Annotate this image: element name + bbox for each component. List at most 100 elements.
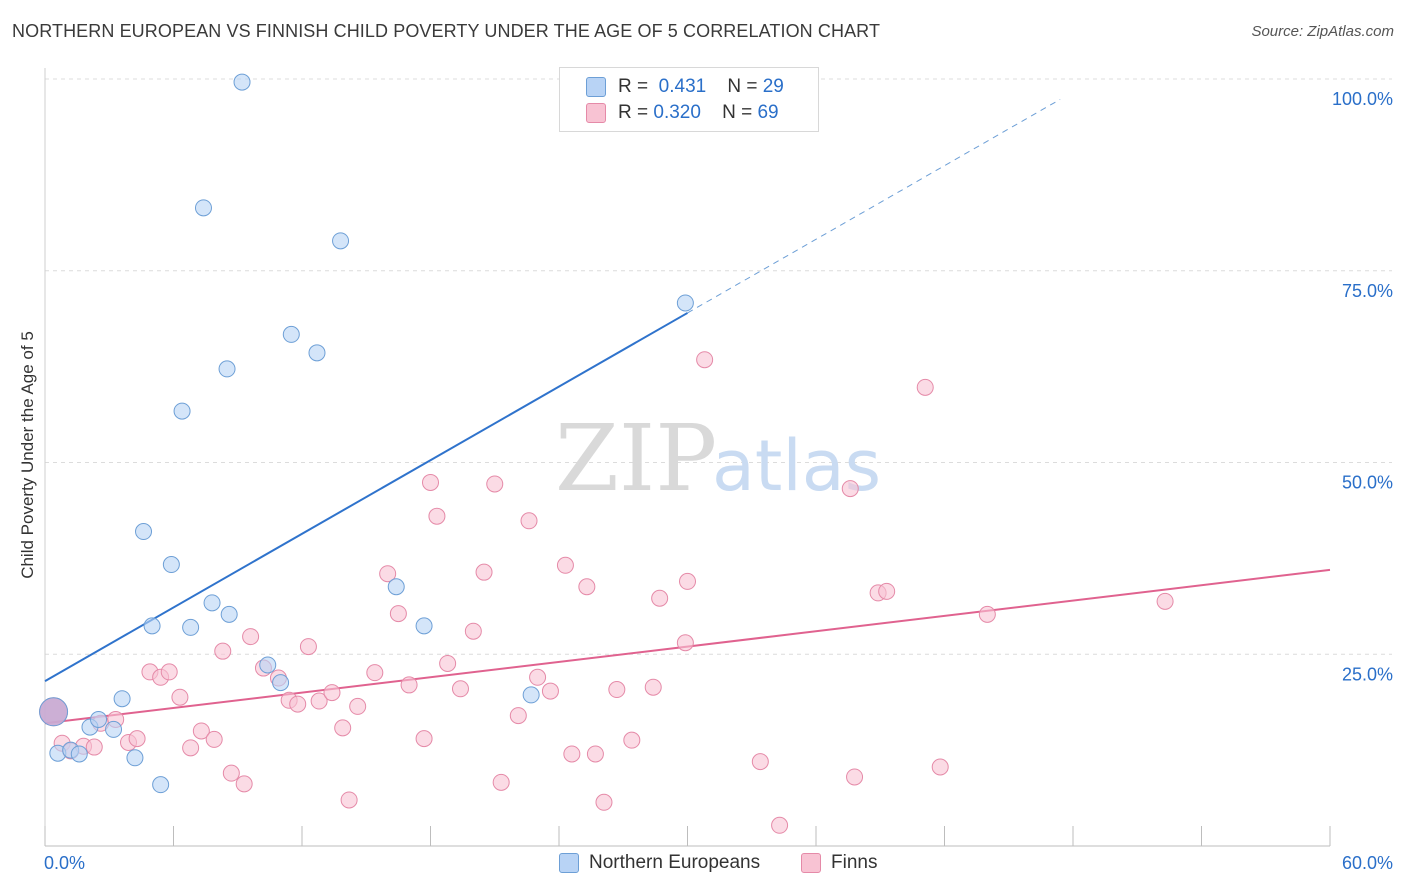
x-tick-label: 60.0% (1342, 853, 1393, 873)
point-finns (676, 634, 694, 652)
point-finns (586, 745, 604, 763)
point-northern-europeans (90, 710, 108, 728)
point-finns (415, 730, 433, 748)
point-finns (751, 753, 769, 771)
source-credit: Source: ZipAtlas.com (1251, 23, 1394, 40)
correlation-legend: R = 0.431 N = 29 R = 0.320 N = 69 (559, 67, 819, 132)
point-finns (366, 664, 384, 682)
point-finns (916, 378, 934, 396)
point-northern-europeans (332, 232, 350, 250)
point-finns (556, 556, 574, 574)
point-finns (486, 475, 504, 493)
point-finns (222, 764, 240, 782)
point-finns (128, 730, 146, 748)
point-finns (623, 731, 641, 749)
point-finns (182, 739, 200, 757)
point-finns (428, 507, 446, 525)
point-northern-europeans (70, 745, 88, 763)
point-finns (771, 816, 789, 834)
point-northern-europeans (135, 523, 153, 541)
point-northern-europeans (220, 605, 238, 623)
point-finns (563, 745, 581, 763)
point-finns (578, 578, 596, 596)
point-finns (520, 512, 538, 530)
y-tick-label: 25.0% (1342, 664, 1393, 684)
point-finns (475, 563, 493, 581)
point-northern-europeans (676, 294, 694, 312)
point-northern-europeans (105, 720, 123, 738)
point-finns (323, 684, 341, 702)
point-finns (492, 773, 510, 791)
legend-n-label: N = (727, 76, 758, 97)
point-finns (340, 791, 358, 809)
point-finns (878, 582, 896, 600)
x-tick-label: 0.0% (44, 853, 85, 873)
point-northern-europeans (126, 749, 144, 767)
legend-row-finns: R = 0.320 N = 69 (586, 100, 779, 126)
point-finns (464, 622, 482, 640)
y-tick-label: 100.0% (1332, 89, 1393, 109)
series-swatch-blue (559, 853, 579, 873)
series-name: Northern Europeans (589, 852, 761, 873)
point-finns (192, 722, 210, 740)
point-northern-europeans (218, 360, 236, 378)
point-finns (541, 682, 559, 700)
point-finns (608, 681, 626, 699)
point-finns (651, 589, 669, 607)
point-northern-europeans (282, 325, 300, 343)
point-finns (978, 605, 996, 623)
legend-swatch-blue (586, 77, 606, 97)
point-northern-europeans (194, 199, 212, 217)
point-northern-europeans (113, 690, 131, 708)
point-finns (931, 758, 949, 776)
legend-r-value: 0.320 (653, 102, 701, 123)
legend-n-value: 69 (757, 102, 779, 123)
point-northern-europeans (308, 344, 326, 362)
point-finns (242, 628, 260, 646)
point-northern-europeans (387, 578, 405, 596)
point-finns (644, 678, 662, 696)
point-northern-europeans (415, 617, 433, 635)
point-finns (841, 480, 859, 498)
point-finns (451, 680, 469, 698)
point-finns (205, 730, 223, 748)
point-northern-europeans (522, 686, 540, 704)
point-finns (529, 668, 547, 686)
point-northern-europeans (152, 776, 170, 794)
point-finns (334, 719, 352, 737)
legend-r-label: R = (618, 102, 649, 123)
point-finns (160, 663, 178, 681)
legend-swatch-pink (586, 103, 606, 123)
y-axis-title: Child Poverty Under the Age of 5 (18, 331, 37, 579)
point-northern-europeans (259, 656, 277, 674)
point-finns (171, 688, 189, 706)
grid-lines (45, 78, 1392, 655)
point-finns (289, 695, 307, 713)
tick-labels: 100.0% 75.0% 50.0% 25.0% 0.0% 60.0% (44, 89, 1393, 873)
point-finns (1156, 592, 1174, 610)
zipatlas-watermark: ZIP atlas (555, 405, 881, 512)
legend-row-northern-europeans: R = 0.431 N = 29 (586, 74, 784, 100)
legend-r-value: 0.431 (658, 76, 707, 97)
point-northern-europeans (182, 618, 200, 636)
point-northern-europeans (203, 594, 221, 612)
point-finns (696, 351, 714, 369)
series-swatch-pink (801, 853, 821, 873)
series-legend-northern-europeans: Northern Europeans (559, 852, 760, 874)
point-finns (379, 565, 397, 583)
point-finns (299, 638, 317, 656)
y-tick-label: 50.0% (1342, 473, 1393, 493)
point-finns (349, 697, 367, 715)
point-finns (235, 775, 253, 793)
point-northern-europeans (162, 556, 180, 574)
legend-n-label: N = (722, 102, 753, 123)
point-finns (400, 676, 418, 694)
data-points (39, 73, 1174, 834)
point-finns (509, 707, 527, 725)
watermark-zip: ZIP (555, 405, 717, 512)
chart-title: NORTHERN EUROPEAN VS FINNISH CHILD POVER… (12, 21, 881, 41)
point-finns (310, 692, 328, 710)
y-tick-label: 75.0% (1342, 281, 1393, 301)
point-northern-europeans (233, 73, 251, 91)
trend-extension-northern-europeans (687, 98, 1061, 314)
